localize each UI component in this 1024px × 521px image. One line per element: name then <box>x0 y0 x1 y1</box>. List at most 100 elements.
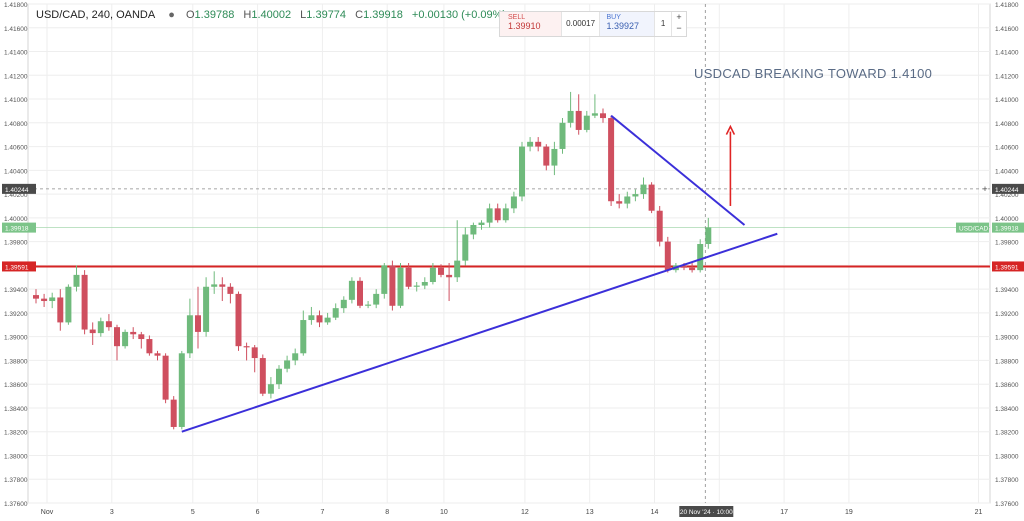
y-tick-label-left: 1.41000 <box>4 97 28 104</box>
sell-label: SELL <box>508 14 526 21</box>
x-tick-label: 8 <box>385 509 389 516</box>
candle-down <box>235 293 242 347</box>
candle-up <box>567 110 574 123</box>
buy-price: 1.39927 <box>606 21 640 31</box>
candle-up <box>462 234 469 261</box>
date-tag-bg <box>679 506 734 517</box>
last-price-tag-left: 1.39918 <box>5 226 29 233</box>
y-tick-label-right: 1.38800 <box>995 358 1019 365</box>
candle-up <box>510 196 517 209</box>
change-value: +0.00130 (+0.09%) <box>411 9 507 21</box>
quantity-minus-button[interactable]: − <box>676 23 682 33</box>
candle-up <box>397 267 404 306</box>
y-tick-label-left: 1.37600 <box>4 501 28 508</box>
candle-down <box>600 113 606 119</box>
candle-down <box>57 297 64 323</box>
candle-down <box>170 399 177 427</box>
y-tick-label-left: 1.38400 <box>4 406 28 413</box>
candle-up <box>308 315 315 321</box>
symbol-title[interactable]: USD/CAD, 240, OANDA <box>36 9 156 21</box>
sell-button[interactable]: SELL 1.39910 <box>500 12 562 36</box>
candle-down <box>89 329 96 334</box>
price-axis[interactable]: 1.41800 1.41800 1.41600 1.41600 1.41400 1.414… <box>2 2 1024 508</box>
candle-down <box>154 353 161 356</box>
candle-up <box>470 224 477 235</box>
chart-header: USD/CAD, 240, OANDA ● O1.39788 H1.40002 … <box>36 9 506 21</box>
candle-up <box>583 115 590 130</box>
candle-up <box>478 222 485 225</box>
x-tick-label: 10 <box>440 509 448 516</box>
quantity-plus-button[interactable]: + <box>676 12 682 22</box>
y-tick-label-left: 1.38600 <box>4 382 28 389</box>
y-tick-label-right: 1.38000 <box>995 453 1019 460</box>
x-tick-label: 5 <box>191 509 195 516</box>
candle-up <box>332 308 339 318</box>
candle-down <box>81 274 88 330</box>
y-tick-label-right: 1.41200 <box>995 73 1019 80</box>
candle-up <box>697 243 704 271</box>
candle-up <box>122 331 129 347</box>
y-tick-label-right: 1.41400 <box>995 50 1019 57</box>
candle-up <box>186 315 193 354</box>
candle-down <box>105 321 112 328</box>
y-tick-label-right: 1.38400 <box>995 406 1019 413</box>
y-tick-label-left: 1.38000 <box>4 453 28 460</box>
y-tick-label-right: 1.40000 <box>995 216 1019 223</box>
candle-up <box>381 265 388 294</box>
status-dot-icon: ● <box>168 9 175 21</box>
crosshair-price-tag-left-bg <box>2 183 36 194</box>
candle-up <box>527 141 534 147</box>
candle-down <box>41 298 48 302</box>
close-value: 1.39918 <box>363 9 403 21</box>
candle-down <box>138 334 145 340</box>
up-arrow-head-icon <box>725 124 736 135</box>
y-tick-label-right: 1.38600 <box>995 382 1019 389</box>
high-value: 1.40002 <box>251 9 292 21</box>
candle-down <box>648 184 655 211</box>
open-value: 1.39788 <box>194 9 235 21</box>
buy-button[interactable]: BUY 1.39927 <box>599 12 656 36</box>
candle-down <box>195 315 201 332</box>
y-tick-label-left: 1.41200 <box>4 73 28 80</box>
x-tick-label: 14 <box>651 509 659 516</box>
symbol-tag-bg <box>956 222 989 233</box>
y-tick-label-left: 1.40800 <box>4 121 28 128</box>
candle-down <box>608 118 615 202</box>
y-tick-label-right: 1.40400 <box>995 168 1019 175</box>
y-tick-label-right: 1.39200 <box>995 311 1019 318</box>
x-tick-label: 19 <box>845 509 853 516</box>
time-axis[interactable]: Nov35678101213141517192120 Nov '24 · 10:… <box>41 506 983 517</box>
candle-up <box>624 196 631 204</box>
falling-trendline <box>610 114 746 226</box>
close-label: C <box>355 9 364 21</box>
y-tick-label-right: 1.39800 <box>995 240 1019 247</box>
candle-up <box>276 368 282 385</box>
quantity-field[interactable]: 1 <box>660 19 666 28</box>
candle-up <box>340 299 347 309</box>
candle-down <box>616 201 623 204</box>
chart-grid <box>27 3 991 504</box>
candle-down <box>219 284 226 287</box>
candle-down <box>227 286 234 294</box>
x-tick-label: 6 <box>256 509 260 516</box>
candle-up <box>373 293 380 305</box>
y-tick-label-right: 1.39000 <box>995 335 1019 342</box>
last-price-tag-right-bg <box>992 222 1024 233</box>
sell-price: 1.39910 <box>508 21 541 31</box>
candle-up <box>519 146 525 197</box>
candle-down <box>535 141 542 147</box>
y-tick-label-left: 1.39800 <box>4 240 28 247</box>
candle-up <box>365 304 372 306</box>
spread-value: 0.00017 <box>566 19 596 28</box>
y-tick-label-left: 1.40600 <box>4 145 28 152</box>
level-lines <box>28 4 990 503</box>
low-value: 1.39774 <box>306 9 347 21</box>
candle-up <box>348 280 355 300</box>
support-price-tag-left-bg <box>2 261 36 272</box>
x-tick-label: 13 <box>586 509 594 516</box>
y-tick-label-right: 1.41600 <box>995 26 1019 33</box>
candle-down <box>146 339 153 354</box>
y-tick-label-left: 1.41600 <box>4 26 28 33</box>
y-tick-label-right: 1.39400 <box>995 287 1019 294</box>
